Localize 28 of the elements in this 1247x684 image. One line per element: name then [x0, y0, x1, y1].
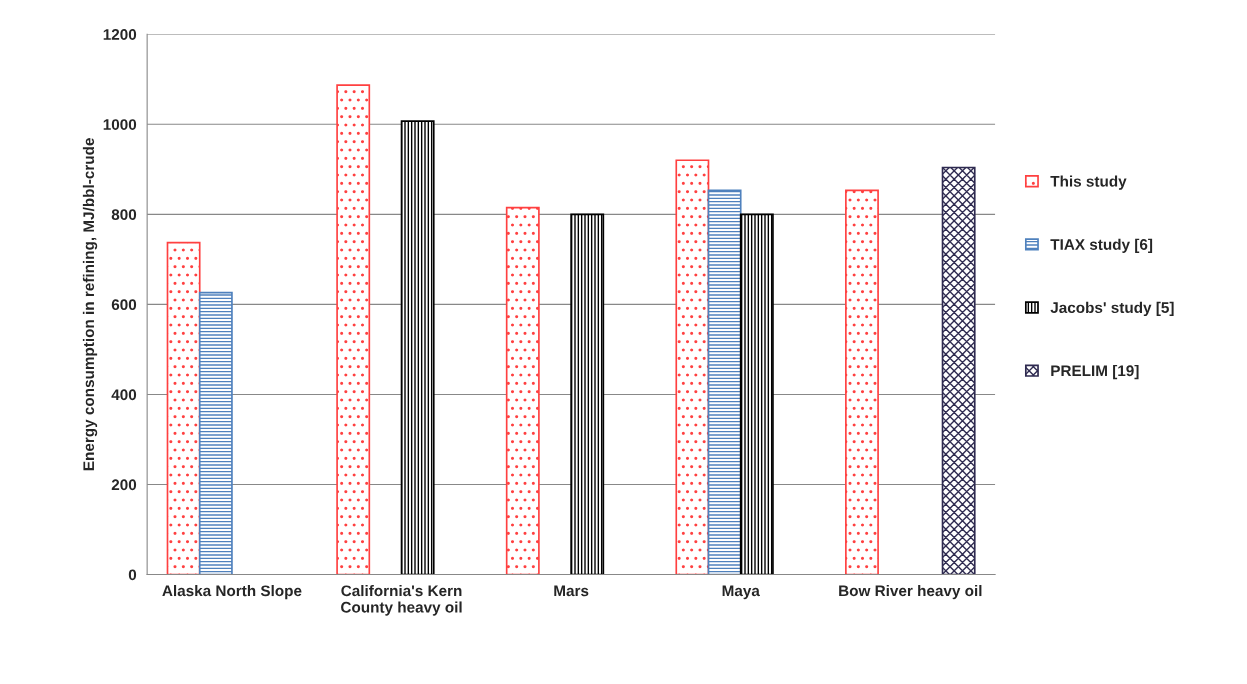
- legend-label: PRELIM [19]: [1051, 364, 1139, 380]
- legend-label: This study: [1050, 175, 1127, 190]
- y-tick-label: 200: [111, 479, 137, 491]
- x-tick-label: Bow River heavy oil: [839, 584, 982, 600]
- y-tick-label: 1200: [103, 29, 137, 40]
- bar: [845, 189, 879, 575]
- bar: [570, 213, 605, 575]
- bar: [400, 120, 435, 575]
- x-tick-label: Maya: [722, 585, 760, 600]
- y-tick-label: 800: [111, 209, 137, 221]
- bar: [505, 206, 540, 575]
- y-axis-title: Energy consumption in refining, MJ/bbl-crude: [82, 138, 98, 471]
- bar: [336, 84, 371, 575]
- bar: [198, 291, 233, 575]
- y-tick-label: 400: [111, 389, 137, 401]
- x-tick-label: Alaska North Slope: [162, 584, 302, 600]
- y-tick-label: 600: [111, 299, 137, 311]
- x-tick-label: California's Kern County heavy oil: [341, 584, 462, 616]
- legend-label: Jacobs' study [5]: [1050, 301, 1174, 317]
- bar: [166, 241, 201, 575]
- bar: [739, 213, 774, 575]
- y-tick-label: 0: [128, 569, 137, 581]
- legend-label: TIAX study [6]: [1050, 238, 1153, 253]
- bar: [675, 159, 710, 575]
- bar: [941, 166, 976, 575]
- bar: [707, 189, 742, 575]
- y-tick-label: 1000: [103, 119, 137, 130]
- x-tick-label: Mars: [554, 585, 589, 597]
